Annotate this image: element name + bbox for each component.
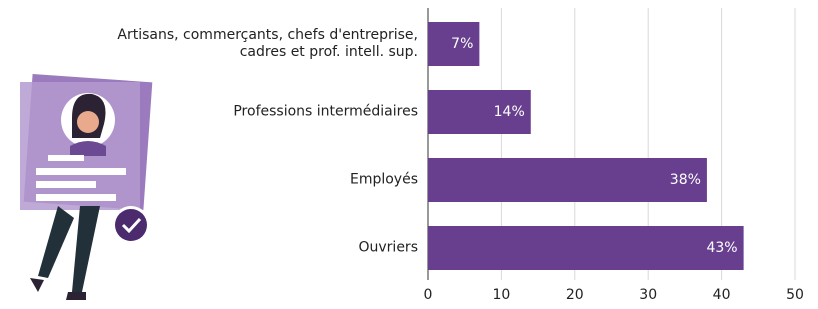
page: 0 10 20 30 40 50 7% 14% 38% 43% Artisans, commerç… — [0, 0, 818, 309]
category-label: Artisans, commerçants, chefs d'entrepris… — [117, 27, 418, 61]
illustration — [20, 74, 152, 300]
value-label: 38% — [670, 172, 701, 188]
x-tick-label: 50 — [786, 287, 804, 303]
bar — [428, 158, 707, 202]
category-label: Ouvriers — [359, 240, 419, 257]
value-label: 14% — [494, 104, 525, 120]
category-label: Employés — [350, 172, 418, 189]
category-label: Professions intermédiaires — [233, 104, 418, 121]
x-tick-label: 0 — [424, 287, 433, 303]
value-label: 43% — [706, 240, 737, 256]
x-tick-label: 40 — [713, 287, 731, 303]
bar — [428, 226, 744, 270]
x-tick-label: 20 — [566, 287, 584, 303]
x-tick-label: 10 — [492, 287, 510, 303]
x-tick-label: 30 — [639, 287, 657, 303]
value-label: 7% — [451, 36, 473, 52]
